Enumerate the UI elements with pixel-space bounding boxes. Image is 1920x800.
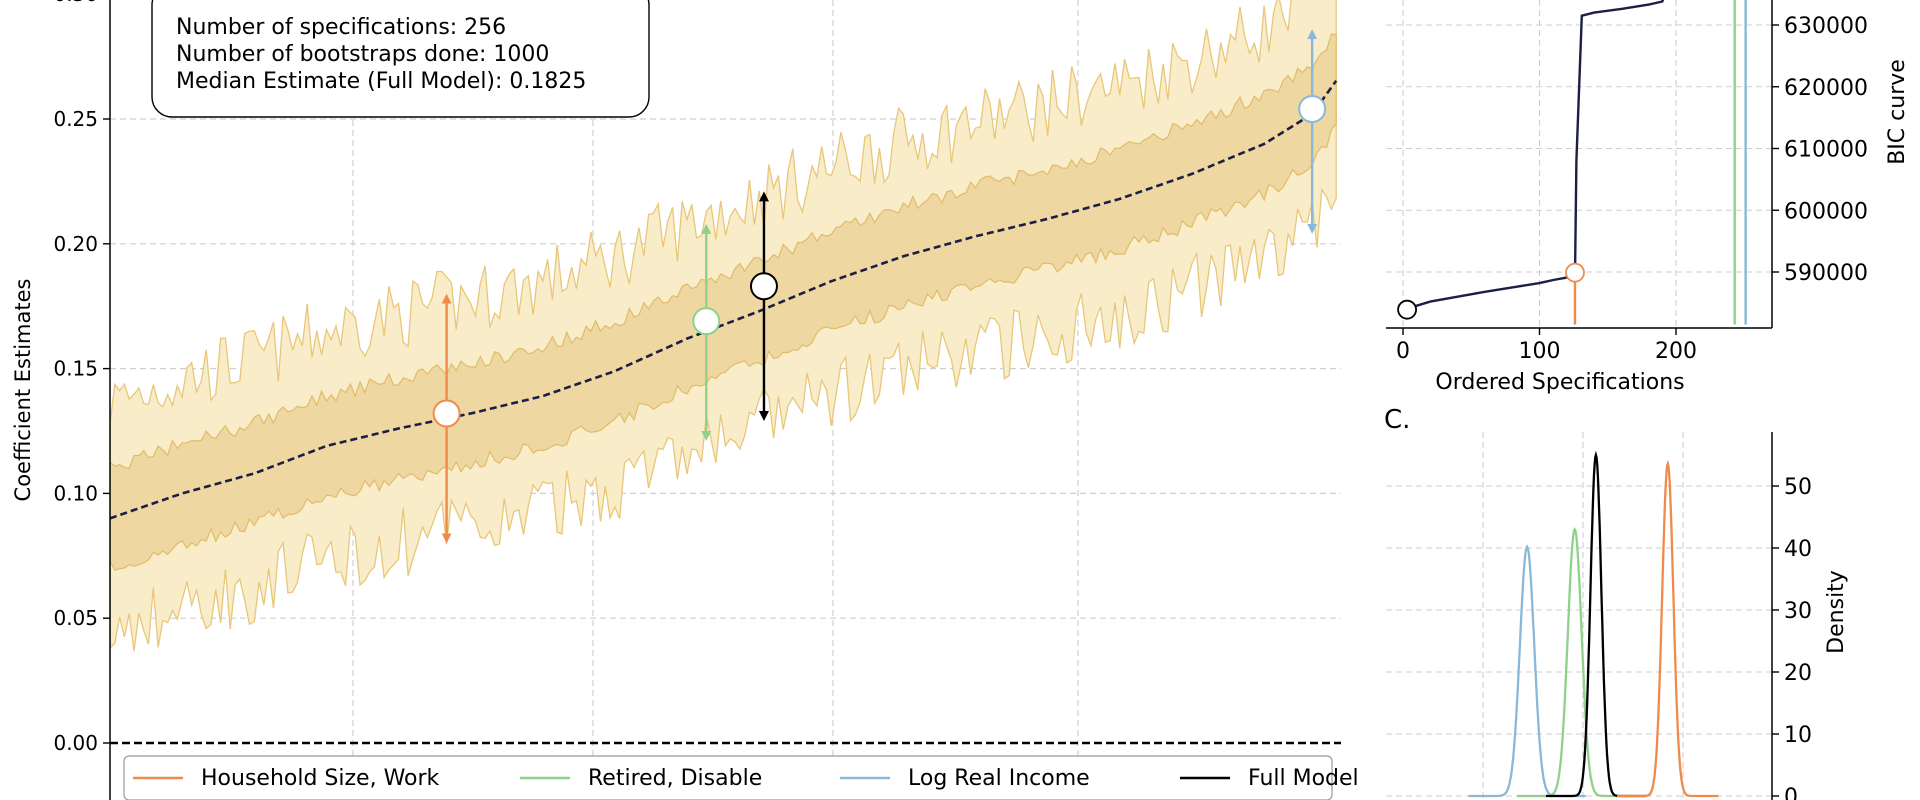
legend-label: Full Model: [1248, 766, 1359, 791]
inner-band: [110, 33, 1337, 571]
density-curve: [1468, 544, 1586, 798]
info-line-2: Number of bootstraps done: 1000: [176, 42, 549, 67]
legend-label: Household Size, Work: [201, 766, 440, 791]
main-ytick-label: 0.10: [53, 481, 98, 505]
bic-grid: [1386, 0, 1772, 328]
bic-marker: [1397, 299, 1417, 320]
density-ytick-label: 40: [1784, 537, 1812, 562]
density-curve: [1617, 459, 1719, 798]
density-ytick-label: 0: [1784, 785, 1798, 800]
main-ytick-label: 0.15: [53, 357, 98, 381]
main-ytick-label: 0.20: [53, 232, 98, 256]
main-ytick-label: 0.00: [53, 731, 98, 755]
density-curves: [1468, 450, 1719, 798]
density-ytick-label: 10: [1784, 723, 1812, 748]
main-ytick-label: 0.25: [53, 107, 98, 131]
density-ytick-label: 20: [1784, 661, 1812, 686]
main-ytick-label: 0.30: [53, 0, 98, 6]
highlight-markers: [432, 29, 1327, 544]
main-ytick-label: 0.05: [53, 606, 98, 630]
density-ylabel: Density: [1824, 570, 1849, 654]
estimate-marker: [1298, 95, 1327, 124]
main-axes: 0.00 0.05 0.10 0.15 0.20 0.25 0.30: [53, 0, 111, 800]
bic-ytick-label: 600000: [1784, 199, 1868, 224]
bic-ytick-label: 630000: [1784, 14, 1868, 39]
bic-axes: 0 100 200 590000 600000 610000 620000 630000: [1386, 0, 1868, 364]
bic-ylabel: BIC curve: [1885, 59, 1910, 165]
bic-xtick-label: 0: [1396, 339, 1410, 364]
bic-lines: [1397, 0, 1747, 325]
density-ytick-label: 50: [1784, 475, 1812, 500]
bic-ytick-label: 610000: [1784, 138, 1868, 163]
bic-panel: 0 100 200 590000 600000 610000 620000 630000 Or…: [1386, 0, 1910, 395]
info-line-1: Number of specifications: 256: [176, 15, 506, 40]
panel-label-c: C.: [1384, 405, 1410, 435]
bic-marker: [1565, 262, 1585, 283]
density-panel: C. 0 10 20 30 40 50 Density: [1384, 405, 1849, 800]
bic-ytick-label: 620000: [1784, 76, 1868, 101]
info-box: Number of specifications: 256 Number of …: [151, 0, 650, 118]
median-curve: [109, 79, 1338, 520]
legend-label: Retired, Disable: [588, 766, 762, 791]
bic-ytick-label: 590000: [1784, 261, 1868, 286]
main-ylabel: Coefficient Estimates: [11, 279, 35, 502]
density-axes: 0 10 20 30 40 50: [1771, 432, 1812, 800]
bic-curve: [1402, 0, 1665, 312]
estimate-marker: [692, 307, 721, 336]
main-legend: Household Size, Work Retired, Disable Log …: [123, 755, 1359, 800]
density-curve: [1517, 526, 1633, 798]
legend-label: Log Real Income: [908, 766, 1090, 791]
estimate-marker: [432, 399, 461, 428]
bic-xlabel: Ordered Specifications: [1435, 370, 1684, 395]
info-line-3: Median Estimate (Full Model): 0.1825: [176, 69, 586, 94]
density-grid: [1386, 432, 1772, 800]
estimate-marker: [749, 272, 778, 301]
main-panel: 0.00 0.05 0.10 0.15 0.20 0.25 0.30 Number of s…: [11, 0, 1359, 800]
bic-xtick-label: 200: [1655, 339, 1697, 364]
bic-xtick-label: 100: [1519, 339, 1561, 364]
density-ytick-label: 30: [1784, 599, 1812, 624]
